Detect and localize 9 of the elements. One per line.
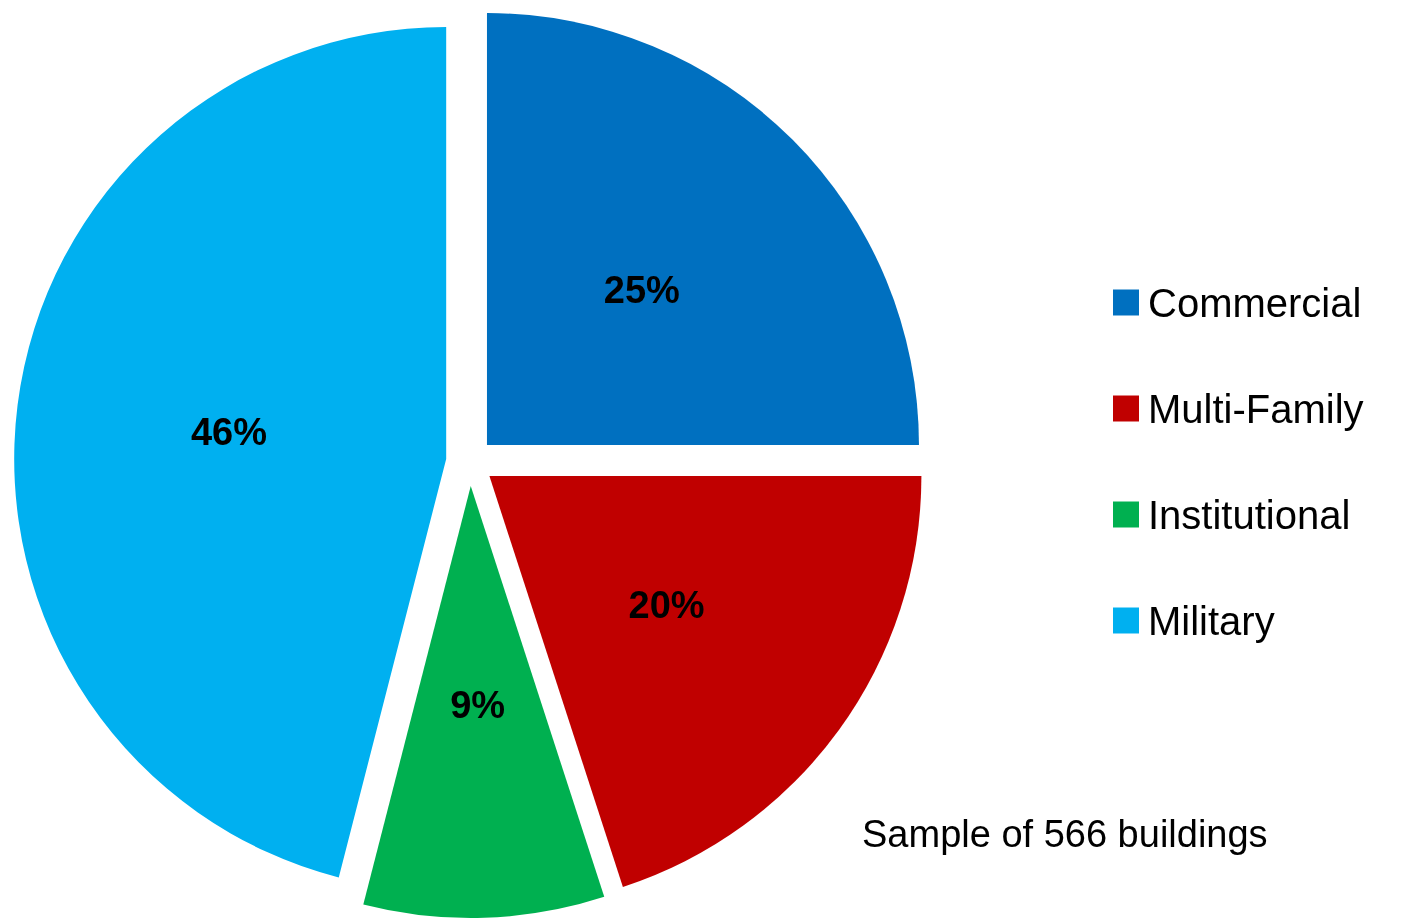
legend-label: Commercial <box>1148 280 1362 325</box>
text: Sample of 566 buildings <box>862 813 1268 855</box>
legend-label: Military <box>1148 598 1275 643</box>
legend-label: Multi-Family <box>1148 386 1364 431</box>
data-label: 25% <box>603 269 680 312</box>
legend-label: Institutional <box>1148 492 1351 537</box>
data-label: 20% <box>628 583 705 626</box>
data-label: 9% <box>450 683 506 726</box>
data-label: 46% <box>190 410 267 453</box>
